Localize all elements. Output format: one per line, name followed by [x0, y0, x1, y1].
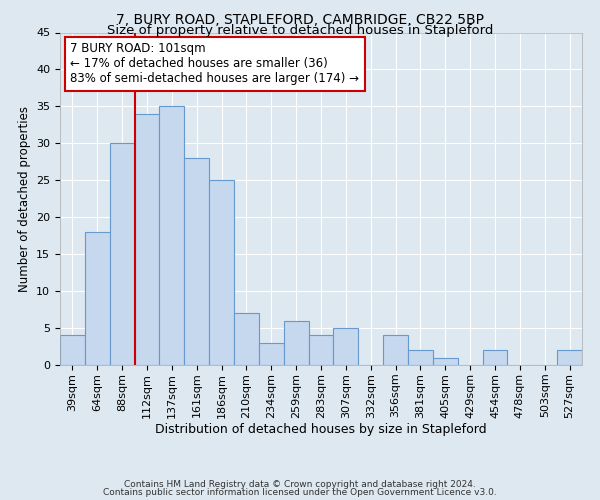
Bar: [85, 232, 110, 365]
Bar: [209, 180, 234, 365]
Bar: [334, 328, 358, 365]
Bar: [433, 358, 458, 365]
Text: 7, BURY ROAD, STAPLEFORD, CAMBRIDGE, CB22 5BP: 7, BURY ROAD, STAPLEFORD, CAMBRIDGE, CB2…: [116, 12, 484, 26]
Y-axis label: Number of detached properties: Number of detached properties: [17, 106, 31, 292]
Text: Contains public sector information licensed under the Open Government Licence v3: Contains public sector information licen…: [103, 488, 497, 497]
Bar: [184, 158, 209, 365]
Bar: [383, 336, 408, 365]
Bar: [284, 320, 308, 365]
Bar: [308, 336, 334, 365]
Text: Contains HM Land Registry data © Crown copyright and database right 2024.: Contains HM Land Registry data © Crown c…: [124, 480, 476, 489]
Bar: [557, 350, 582, 365]
X-axis label: Distribution of detached houses by size in Stapleford: Distribution of detached houses by size …: [155, 424, 487, 436]
Bar: [234, 314, 259, 365]
Bar: [482, 350, 508, 365]
Bar: [134, 114, 160, 365]
Bar: [408, 350, 433, 365]
Bar: [160, 106, 184, 365]
Bar: [110, 144, 134, 365]
Text: 7 BURY ROAD: 101sqm
← 17% of detached houses are smaller (36)
83% of semi-detach: 7 BURY ROAD: 101sqm ← 17% of detached ho…: [70, 42, 359, 86]
Bar: [259, 343, 284, 365]
Text: Size of property relative to detached houses in Stapleford: Size of property relative to detached ho…: [107, 24, 493, 37]
Bar: [60, 336, 85, 365]
